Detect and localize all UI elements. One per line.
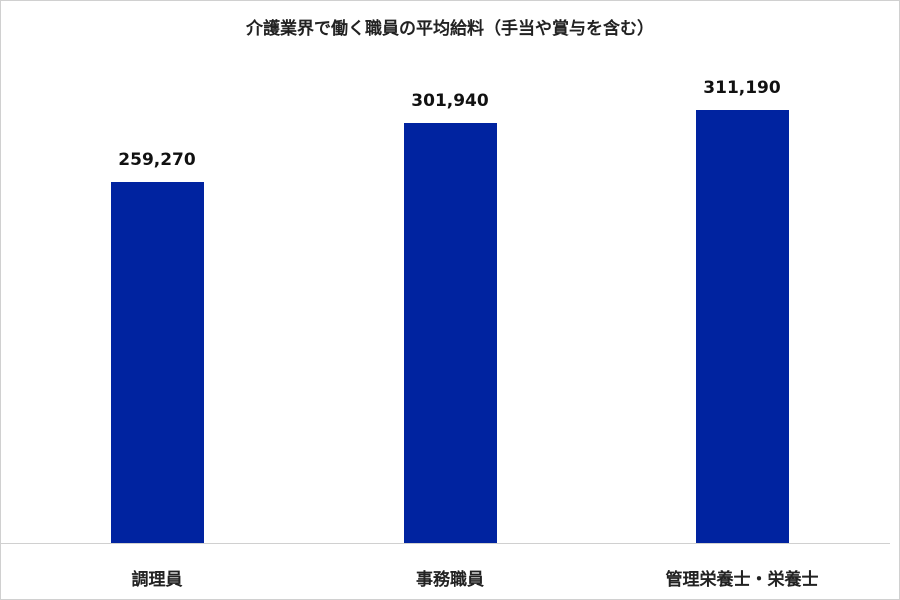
data-label: 301,940: [411, 90, 489, 111]
chart-title: 介護業界で働く職員の平均給料（手当や賞与を含む）: [246, 19, 654, 39]
data-label: 311,190: [703, 78, 781, 98]
data-label: 259,270: [118, 150, 196, 171]
category-label: 管理栄養士・栄養士: [665, 570, 819, 590]
bar: [404, 122, 497, 543]
x-axis-line: [0, 543, 890, 544]
bar: [111, 182, 204, 543]
category-label: 事務職員: [416, 570, 484, 590]
category-label: 調理員: [131, 570, 183, 590]
bar: [696, 110, 789, 543]
